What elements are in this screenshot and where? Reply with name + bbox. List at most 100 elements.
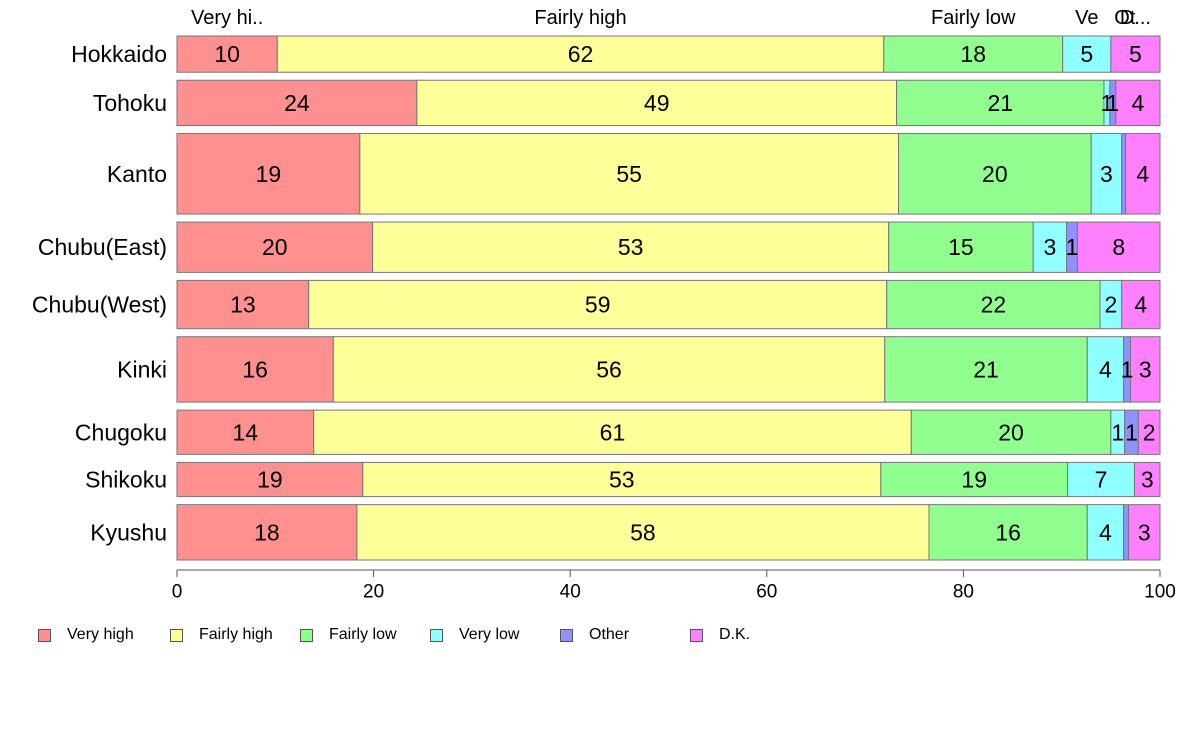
data-label: 3 — [1139, 356, 1152, 382]
bar-segment — [1032, 221, 1068, 273]
bar-row — [176, 79, 1161, 127]
legend-swatch — [170, 628, 183, 642]
data-label: 3 — [1141, 467, 1154, 493]
data-label: 18 — [254, 519, 280, 545]
bar-segment — [1086, 336, 1125, 403]
bar-segment — [176, 79, 418, 127]
data-label: 5 — [1129, 41, 1142, 67]
bar-segment — [883, 35, 1064, 73]
data-label: 16 — [995, 519, 1021, 545]
x-tick-label: 100 — [1144, 582, 1176, 603]
data-label: 20 — [998, 419, 1024, 445]
legend-label: Other — [589, 626, 630, 643]
category-label: Chubu(West) — [32, 292, 167, 318]
bar-segment — [1115, 79, 1161, 127]
bar-segment — [176, 221, 374, 273]
bar-segment — [928, 504, 1088, 561]
data-label: 1 — [1125, 419, 1138, 445]
data-label: 58 — [630, 519, 656, 545]
bar-segment — [1125, 133, 1161, 215]
data-label: 22 — [981, 292, 1007, 318]
data-label: 18 — [960, 41, 986, 67]
data-label: 56 — [596, 356, 622, 382]
bar-segment — [308, 279, 888, 330]
x-tick-label: 60 — [756, 582, 777, 603]
data-label: 1 — [1101, 90, 1114, 116]
data-label: 15 — [948, 234, 974, 260]
data-label: 19 — [257, 467, 283, 493]
bar-segment — [1123, 504, 1130, 561]
bar-segment — [1062, 35, 1112, 73]
bar-segment — [1137, 409, 1161, 455]
legend-item: Other — [560, 620, 629, 650]
series-top-label: Ot — [1114, 7, 1136, 29]
x-tick-label: 0 — [172, 582, 183, 603]
x-tick-label: 40 — [560, 582, 581, 603]
legend-label: D.K. — [719, 626, 751, 643]
bar-segment — [1086, 504, 1125, 561]
data-label: 20 — [982, 161, 1008, 187]
category-label: Kyushu — [90, 519, 167, 545]
data-label: 16 — [242, 356, 268, 382]
category-label: Kinki — [117, 356, 167, 382]
bar-row — [176, 279, 1161, 330]
legend-label: Fairly low — [329, 626, 397, 643]
data-label: 1 — [1111, 419, 1124, 445]
bar-row — [176, 461, 1161, 498]
data-label: 5 — [1080, 41, 1093, 67]
data-label: 4 — [1134, 292, 1147, 318]
data-label: 1 — [1106, 90, 1119, 116]
legend-item: Fairly high — [170, 620, 273, 650]
legend-swatch — [300, 628, 313, 642]
bar-segment — [176, 133, 361, 215]
data-label: 53 — [618, 234, 644, 260]
category-label: Tohoku — [93, 90, 167, 116]
bar-segment — [362, 461, 882, 498]
bar-row — [176, 133, 1161, 215]
bar-segment — [359, 133, 900, 215]
bar-segment — [176, 504, 358, 561]
data-label: 4 — [1099, 356, 1112, 382]
bar-segment — [176, 336, 334, 403]
legend-swatch — [430, 628, 443, 642]
bar-segment — [416, 79, 898, 127]
bar-segment — [356, 504, 930, 561]
data-label: 1 — [1066, 234, 1079, 260]
x-tick-label: 80 — [953, 582, 974, 603]
data-label: 3 — [1138, 519, 1151, 545]
category-label: Chubu(East) — [38, 234, 167, 260]
bar-segment — [896, 79, 1105, 127]
category-label: Shikoku — [85, 467, 167, 493]
bar-row — [176, 409, 1161, 455]
legend-swatch — [560, 628, 573, 642]
bar-segment — [1121, 133, 1127, 215]
bar-segment — [332, 336, 886, 403]
category-label: Hokkaido — [71, 41, 167, 67]
data-label: 3 — [1044, 234, 1057, 260]
legend-swatch — [38, 628, 51, 642]
data-label: 53 — [609, 467, 635, 493]
data-label: 24 — [284, 90, 310, 116]
legend-item: Fairly low — [300, 620, 397, 650]
chart-plot-area: Hokkaido Tohoku Kanto Chubu(East) Chubu(West… — [32, 7, 1176, 603]
category-label: Kanto — [107, 161, 167, 187]
data-label: 62 — [568, 41, 594, 67]
bar-row — [176, 336, 1161, 403]
data-label: 55 — [616, 161, 642, 187]
bar-row — [176, 221, 1161, 273]
data-label: 8 — [1112, 234, 1125, 260]
chart-legend: Very high Fairly high Fairly low Very low Ot… — [0, 620, 1188, 650]
bar-segment — [910, 409, 1112, 455]
bar-row — [176, 504, 1161, 561]
legend-label: Very low — [459, 626, 520, 643]
category-label: Chugoku — [75, 419, 167, 445]
data-label: 3 — [1100, 161, 1113, 187]
bar-segment — [1130, 336, 1161, 403]
bar-segment — [1110, 35, 1161, 73]
bar-segment — [880, 461, 1069, 498]
data-label: 10 — [214, 41, 240, 67]
legend-item: Very high — [38, 620, 134, 650]
data-label: 59 — [585, 292, 611, 318]
bar-segment — [1067, 461, 1135, 498]
